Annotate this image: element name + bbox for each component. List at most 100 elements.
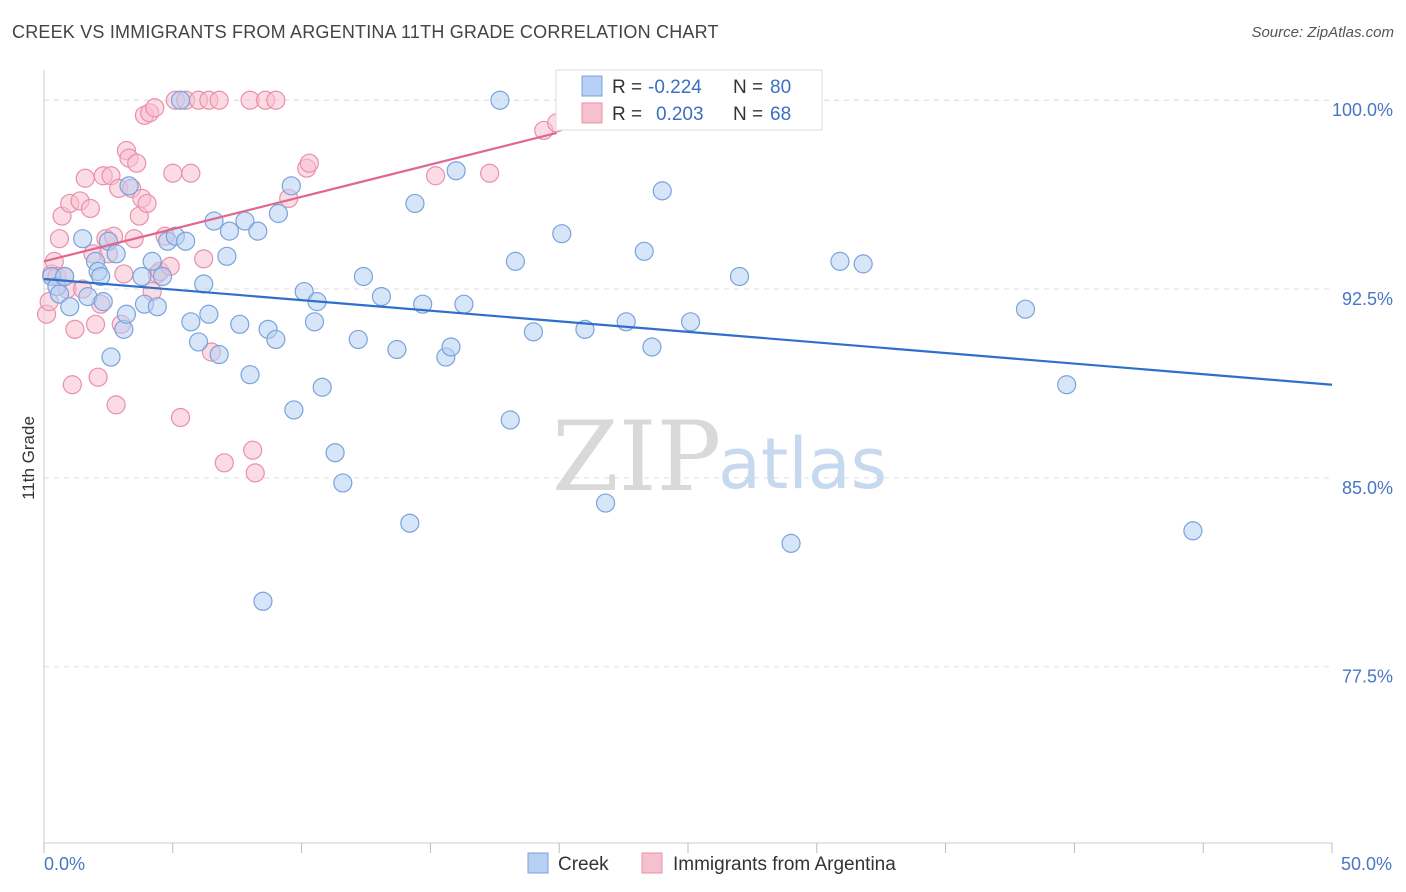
argentina-point <box>80 198 100 219</box>
argentina-point <box>127 153 147 173</box>
argentina-point <box>49 229 70 249</box>
creek-point <box>55 266 75 287</box>
creek-point <box>132 266 152 287</box>
creek-point <box>116 304 137 324</box>
creek-point <box>500 410 520 430</box>
creek-point <box>230 314 250 334</box>
creek-point <box>49 284 70 304</box>
argentina-point <box>299 153 319 173</box>
stats-argentina-n-value: 68 <box>770 104 791 125</box>
argentina-point <box>85 314 106 334</box>
legend-creek-swatch <box>527 852 549 874</box>
creek-point <box>73 229 93 249</box>
creek-point <box>194 274 214 294</box>
watermark-zip: ZIP <box>552 401 721 513</box>
creek-point <box>505 251 526 271</box>
creek-point <box>199 304 219 324</box>
y-tick-label: 100.0% <box>1332 100 1393 120</box>
creek-point <box>853 254 873 274</box>
creek-point <box>188 332 209 352</box>
argentina-point <box>145 98 165 118</box>
creek-point <box>209 344 229 365</box>
creek-point <box>93 292 113 312</box>
x-tick-labels: 0.0% 50.0% <box>44 854 1392 874</box>
argentina-point <box>114 264 134 284</box>
argentina-point <box>480 163 500 183</box>
stats-argentina-swatch <box>581 102 603 124</box>
argentina-point <box>137 193 157 214</box>
x-tick-label: 50.0% <box>1341 854 1392 874</box>
argentina-point <box>75 168 95 188</box>
y-tick-label: 85.0% <box>1342 478 1393 498</box>
stats-argentina-n-label: N = <box>733 104 763 125</box>
trend-lines <box>43 131 1333 386</box>
argentina-point <box>209 90 229 110</box>
creek-point <box>147 297 167 317</box>
creek-point <box>170 90 191 110</box>
creek-point <box>1015 299 1036 319</box>
creek-point <box>240 365 260 385</box>
argentina-point <box>245 463 265 483</box>
creek-point <box>353 266 374 287</box>
stats-creek-n-value: 80 <box>770 77 791 98</box>
creek-point <box>830 251 850 271</box>
creek-point <box>176 231 196 251</box>
creek-point <box>387 339 407 360</box>
stats-creek-n-label: N = <box>733 77 763 98</box>
creek-trend-line <box>43 277 1333 386</box>
creek-point <box>595 493 616 513</box>
argentina-point <box>425 166 446 186</box>
creek-point <box>217 246 237 266</box>
legend-argentina-swatch <box>641 852 663 874</box>
y-tick-labels: 77.5% 85.0% 92.5% 100.0% <box>1332 100 1393 687</box>
creek-point <box>181 312 201 332</box>
watermark: ZIP atlas <box>552 401 887 513</box>
creek-point <box>325 443 345 463</box>
argentina-point <box>266 90 286 110</box>
creek-point <box>446 161 466 181</box>
stats-box: R = -0.224 N = 80 R = 0.203 N = 68 <box>555 69 823 131</box>
creek-point <box>281 176 301 196</box>
creek-point <box>60 297 80 317</box>
creek-point <box>400 513 420 533</box>
stats-creek-r-label: R = <box>612 77 642 98</box>
creek-point <box>454 294 474 314</box>
argentina-point <box>181 163 201 183</box>
chart-title: CREEK VS IMMIGRANTS FROM ARGENTINA 11TH … <box>12 22 719 42</box>
y-tick-label: 77.5% <box>1342 667 1393 687</box>
argentina-point <box>170 407 191 428</box>
x-tick-marks <box>43 843 1333 853</box>
y-tick-label: 92.5% <box>1342 289 1393 309</box>
creek-point <box>1183 521 1203 541</box>
creek-point <box>266 329 286 350</box>
creek-point <box>729 266 750 287</box>
creek-point <box>405 193 425 214</box>
creek-point <box>441 337 461 357</box>
creek-point <box>680 312 701 332</box>
creek-point <box>268 203 289 224</box>
creek-point <box>312 377 332 397</box>
x-tick-label: 0.0% <box>44 854 85 874</box>
stats-creek-r-value: -0.224 <box>648 77 702 98</box>
chart-source: Source: ZipAtlas.com <box>1251 24 1394 41</box>
creek-point <box>253 591 273 611</box>
argentina-point <box>88 367 108 387</box>
stats-argentina-r-value: 0.203 <box>656 104 704 125</box>
creek-point <box>219 221 240 241</box>
argentina-point <box>194 249 214 269</box>
stats-creek-swatch <box>581 75 603 97</box>
creek-point <box>552 224 572 244</box>
creek-point <box>642 337 662 357</box>
creek-point <box>142 251 162 271</box>
argentina-point <box>106 395 126 415</box>
legend: Creek Immigrants from Argentina <box>527 852 896 875</box>
creek-point <box>371 287 392 307</box>
creek-point <box>333 473 353 493</box>
creek-point <box>634 241 654 261</box>
legend-creek-label: Creek <box>558 854 609 875</box>
legend-argentina-label: Immigrants from Argentina <box>673 854 896 875</box>
creek-point <box>152 266 173 287</box>
argentina-point <box>65 319 85 339</box>
creek-point <box>284 400 304 420</box>
